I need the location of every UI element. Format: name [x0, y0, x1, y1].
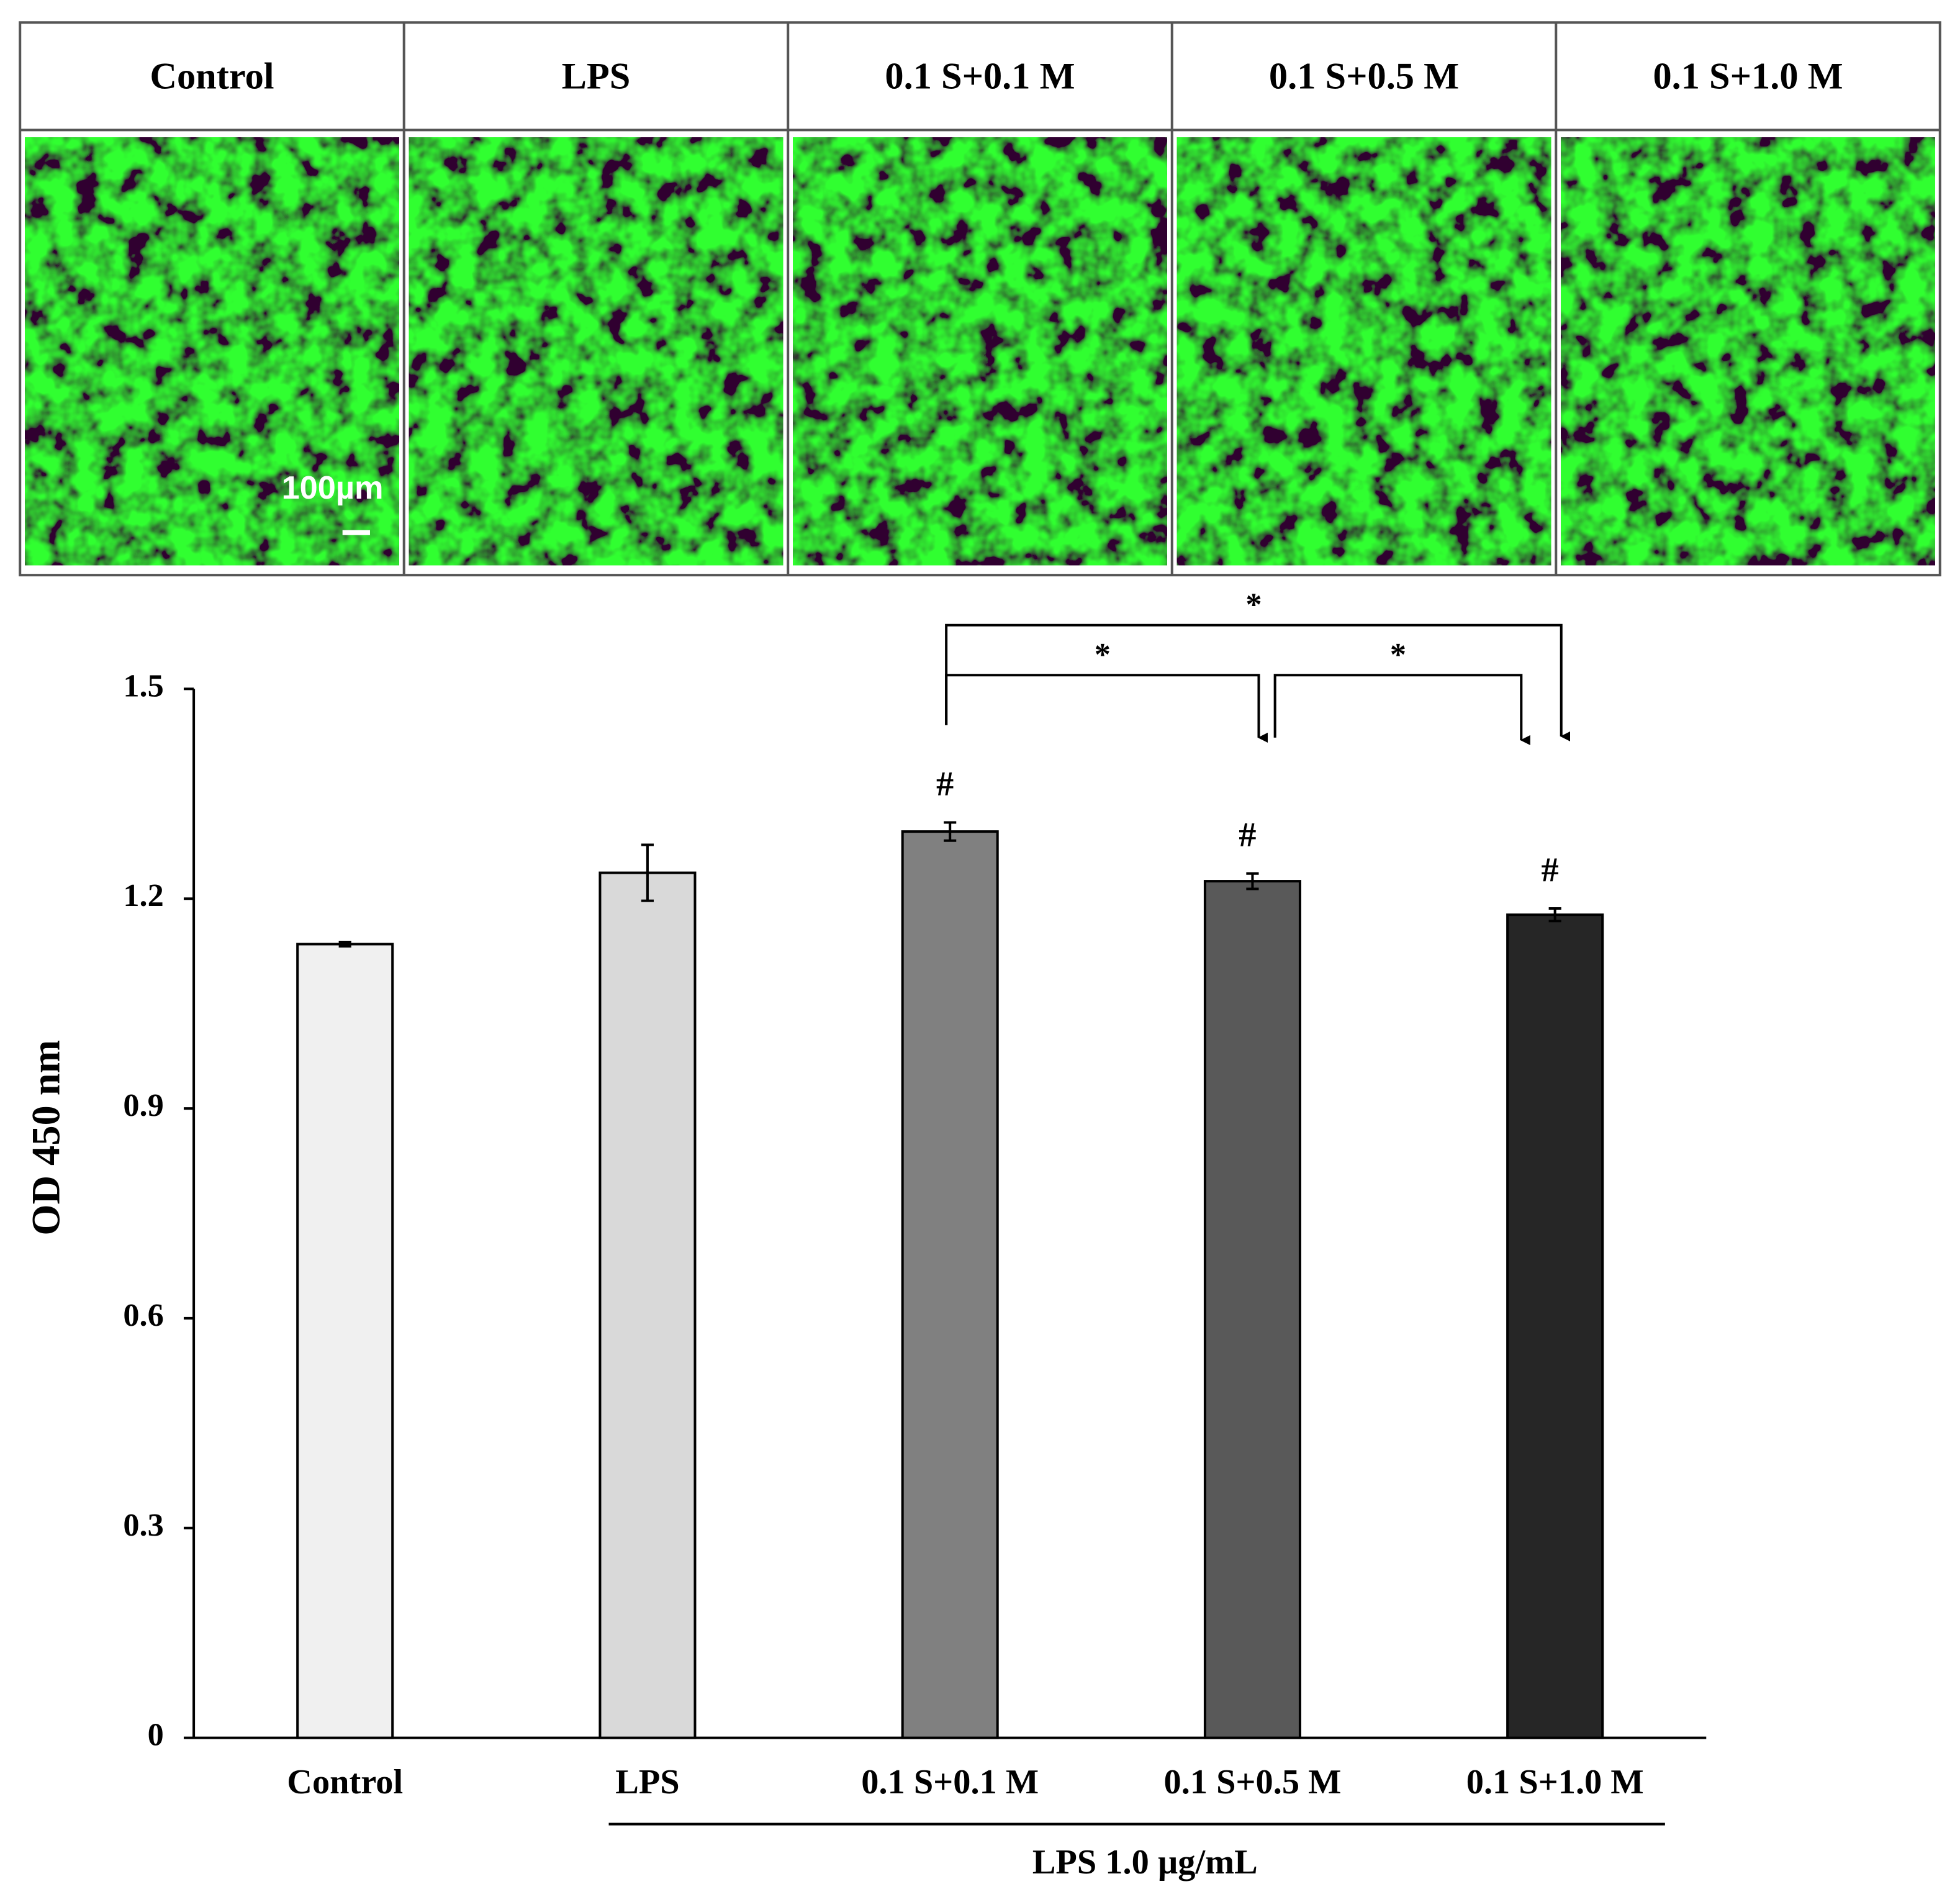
micrograph [793, 137, 1167, 566]
error-bar [1246, 872, 1259, 890]
micrograph [409, 137, 784, 566]
comparison-bracket [1273, 674, 1530, 745]
x-tick-label: LPS [615, 1763, 679, 1801]
x-tick-label: Control [287, 1763, 403, 1801]
bar [296, 943, 394, 1739]
x-tick-label: 0.1 S+1.0 M [1466, 1763, 1644, 1801]
comparison-label: * [1245, 587, 1262, 623]
x-tick-label: 0.1 S+0.5 M [1164, 1763, 1342, 1801]
comparison-bracket [945, 674, 1268, 743]
error-bar [1548, 907, 1561, 923]
micrograph [1561, 137, 1935, 566]
bar [598, 871, 697, 1739]
significance-mark: # [1239, 816, 1256, 854]
significance-mark: # [1542, 851, 1559, 890]
bar [1203, 880, 1301, 1739]
y-axis-label: OD 450 nm [24, 1040, 68, 1236]
group-label: LPS 1.0 µg/mL [1032, 1843, 1258, 1882]
panel-header: 0.1 S+0.1 M [885, 56, 1075, 97]
bar [1506, 913, 1604, 1739]
comparison-label: * [1390, 636, 1406, 672]
x-tick-label: 0.1 S+0.1 M [861, 1763, 1039, 1801]
y-tick-label: 0.9 [123, 1087, 163, 1123]
error-bar [338, 941, 351, 948]
panel-header: Control [150, 56, 274, 97]
panel-header: LPS [562, 56, 631, 97]
y-tick-label: 1.5 [123, 668, 163, 704]
y-tick-label: 0.3 [123, 1507, 163, 1543]
y-tick-label: 1.2 [123, 877, 163, 913]
micrograph [25, 137, 399, 566]
comparison-bracket [945, 623, 1571, 741]
y-tick-label: 0 [148, 1717, 164, 1753]
error-bar [641, 843, 654, 902]
micrograph [1176, 137, 1551, 566]
comparison-label: * [1095, 636, 1111, 672]
y-tick-label: 0.6 [123, 1297, 163, 1333]
panel-header: 0.1 S+0.5 M [1269, 56, 1459, 97]
panel-header: 0.1 S+1.0 M [1653, 56, 1843, 97]
significance-mark: # [936, 765, 954, 804]
scale-bar-label: 100µm [282, 470, 384, 506]
bar [901, 830, 999, 1739]
error-bar [944, 821, 957, 842]
